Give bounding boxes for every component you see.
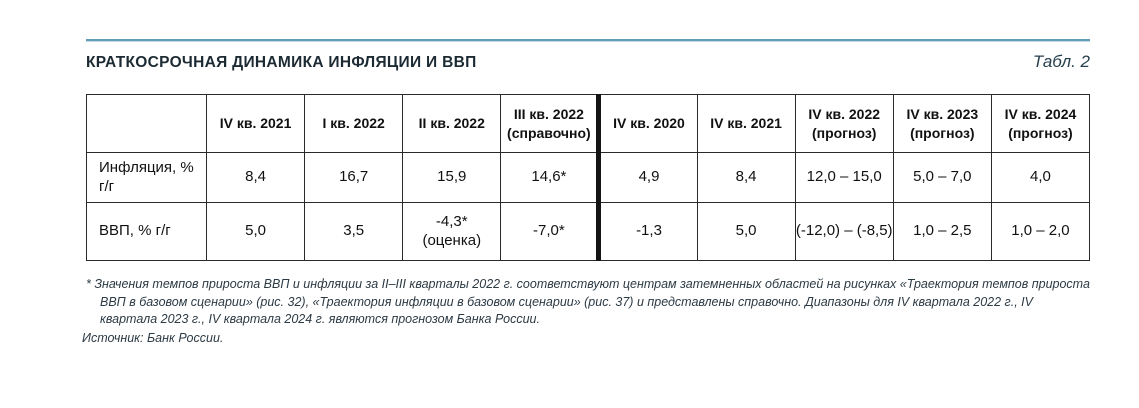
data-cell: 4,0	[990, 152, 1091, 203]
column-header-q4-2021b: IV кв. 2021	[696, 94, 796, 153]
column-header-q3-2022-ref: III кв. 2022 (справочно)	[500, 94, 600, 153]
data-cell: -7,0*	[500, 202, 600, 261]
data-cell: 5,0	[696, 202, 796, 261]
data-cell: 1,0 – 2,0	[990, 202, 1091, 261]
data-cell: -4,3* (оценка)	[402, 202, 502, 261]
table-row-inflation: Инфляция, % г/г 8,4 16,7 15,9 14,6* 4,9 …	[86, 152, 1091, 203]
top-rule-divider	[86, 39, 1090, 41]
source-note: Источник: Банк России.	[82, 330, 224, 345]
table-row-gdp: ВВП, % г/г 5,0 3,5 -4,3* (оценка) -7,0* …	[86, 202, 1091, 261]
notes-block: * Значения темпов прироста ВВП и инфляци…	[82, 276, 1090, 347]
column-header-q2-2022: II кв. 2022	[402, 94, 502, 153]
data-cell: -1,3	[596, 202, 698, 261]
header-row: IV кв. 2021 I кв. 2022 II кв. 2022 III к…	[86, 94, 1091, 153]
data-cell: 3,5	[304, 202, 404, 261]
column-header-empty	[86, 94, 207, 153]
column-header-q4-2022-forecast: IV кв. 2022 (прогноз)	[794, 94, 894, 153]
data-cell: 8,4	[696, 152, 796, 203]
row-label-inflation: Инфляция, % г/г	[86, 152, 207, 203]
page-content: КРАТКОСРОЧНАЯ ДИНАМИКА ИНФЛЯЦИИ И ВВП Та…	[82, 0, 1091, 347]
page-title: КРАТКОСРОЧНАЯ ДИНАМИКА ИНФЛЯЦИИ И ВВП	[86, 54, 477, 71]
column-header-q1-2022: I кв. 2022	[304, 94, 404, 153]
inflation-gdp-table: IV кв. 2021 I кв. 2022 II кв. 2022 III к…	[86, 94, 1091, 261]
column-header-q4-2024-forecast: IV кв. 2024 (прогноз)	[990, 94, 1091, 153]
footnote-text: * Значения темпов прироста ВВП и инфляци…	[86, 277, 1090, 326]
data-cell: 8,4	[205, 152, 306, 203]
row-label-gdp: ВВП, % г/г	[86, 202, 207, 261]
data-cell: 4,9	[596, 152, 698, 203]
data-cell: 14,6*	[500, 152, 600, 203]
column-header-q4-2023-forecast: IV кв. 2023 (прогноз)	[892, 94, 992, 153]
data-cell: 5,0	[205, 202, 306, 261]
table-caption-label: Табл. 2	[1032, 52, 1090, 71]
data-cell: (-12,0) – (-8,5)	[794, 202, 894, 261]
column-header-q4-2021: IV кв. 2021	[205, 94, 306, 153]
data-cell: 16,7	[304, 152, 404, 203]
data-cell: 15,9	[402, 152, 502, 203]
title-row: КРАТКОСРОЧНАЯ ДИНАМИКА ИНФЛЯЦИИ И ВВП Та…	[86, 52, 1090, 72]
data-cell: 5,0 – 7,0	[892, 152, 992, 203]
column-header-q4-2020: IV кв. 2020	[596, 94, 698, 153]
data-cell: 12,0 – 15,0	[794, 152, 894, 203]
data-cell: 1,0 – 2,5	[892, 202, 992, 261]
